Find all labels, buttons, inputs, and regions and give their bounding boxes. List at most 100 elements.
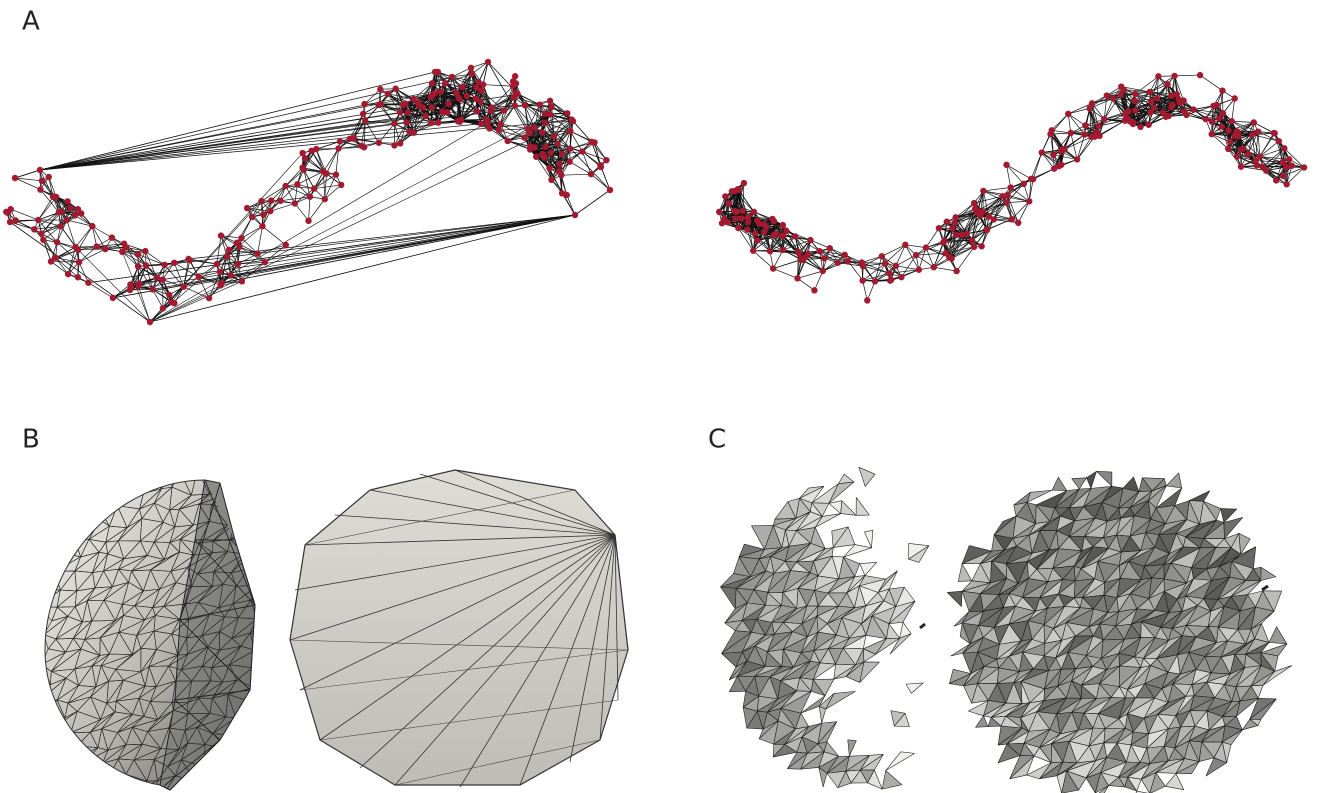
mesh-face xyxy=(241,480,255,494)
edge xyxy=(230,214,576,276)
mesh-face xyxy=(1165,472,1183,489)
mesh-edge xyxy=(179,482,221,621)
node xyxy=(267,207,274,215)
node xyxy=(1082,122,1089,129)
edge xyxy=(315,149,324,172)
node xyxy=(243,204,251,212)
mesh-face xyxy=(45,534,61,552)
node xyxy=(306,193,314,200)
node xyxy=(149,286,156,293)
node xyxy=(834,259,842,266)
node xyxy=(915,266,923,273)
node xyxy=(539,150,546,158)
edge xyxy=(507,140,531,150)
edge xyxy=(56,242,80,263)
mesh-face xyxy=(843,556,860,577)
edge xyxy=(1140,116,1167,128)
edge xyxy=(1068,103,1093,115)
node xyxy=(72,243,79,251)
node xyxy=(30,226,38,233)
edge xyxy=(1259,132,1275,157)
edge xyxy=(1218,118,1231,143)
edge xyxy=(1284,148,1305,168)
edge xyxy=(1251,134,1256,161)
edge xyxy=(413,107,424,133)
edge xyxy=(308,198,326,222)
edge xyxy=(78,248,106,263)
edge xyxy=(173,262,184,287)
edge xyxy=(1120,94,1126,115)
node xyxy=(1088,100,1096,107)
node xyxy=(1239,145,1247,153)
node xyxy=(556,161,563,168)
mesh-face xyxy=(905,682,924,694)
mesh-face xyxy=(228,760,245,783)
mesh-face xyxy=(58,759,76,780)
node xyxy=(999,192,1006,200)
node xyxy=(71,212,79,219)
mesh-face xyxy=(45,480,56,490)
mesh-face xyxy=(231,732,251,751)
mesh-face xyxy=(123,480,144,494)
edge xyxy=(1162,110,1185,113)
edge xyxy=(983,190,990,217)
edge xyxy=(323,148,339,172)
mesh-face xyxy=(75,759,87,779)
edge xyxy=(380,88,404,106)
edge xyxy=(1211,133,1229,150)
edge xyxy=(983,187,1011,192)
edge xyxy=(189,259,217,265)
edge xyxy=(1218,90,1223,119)
edge xyxy=(544,122,571,132)
mesh-face xyxy=(840,500,857,516)
edge xyxy=(1091,103,1105,120)
edge xyxy=(949,234,963,258)
node xyxy=(1253,162,1261,169)
edge xyxy=(884,263,902,278)
node xyxy=(949,225,956,232)
mesh-face xyxy=(45,749,64,765)
edge xyxy=(1218,118,1237,132)
edge xyxy=(1091,94,1121,104)
edge xyxy=(162,279,175,304)
node xyxy=(455,94,462,102)
edge xyxy=(945,228,953,254)
edge xyxy=(1149,75,1175,93)
node xyxy=(435,119,442,126)
mesh-face xyxy=(92,779,109,790)
node xyxy=(428,80,436,87)
node xyxy=(887,276,895,284)
panel-b xyxy=(44,469,629,791)
edge xyxy=(52,196,68,221)
edge xyxy=(137,254,165,266)
edge xyxy=(549,143,558,169)
edge xyxy=(594,142,601,166)
node xyxy=(970,199,978,207)
edge xyxy=(1252,134,1279,142)
mesh-face xyxy=(45,520,61,535)
edge xyxy=(409,107,424,132)
edge xyxy=(1237,136,1249,155)
mesh-edge xyxy=(454,469,616,536)
node xyxy=(1244,150,1252,158)
edge xyxy=(466,73,472,97)
mesh-edge xyxy=(319,699,619,741)
node xyxy=(841,251,848,259)
mesh-face xyxy=(248,505,255,524)
mesh-edge xyxy=(299,649,629,691)
mesh-face xyxy=(120,480,138,492)
edge xyxy=(88,214,576,284)
node xyxy=(362,117,369,125)
edge xyxy=(566,194,576,216)
edge xyxy=(1127,111,1141,128)
edge xyxy=(1050,132,1071,135)
edge xyxy=(14,177,42,182)
node xyxy=(1180,97,1187,104)
edge xyxy=(500,123,528,130)
edge xyxy=(949,228,953,258)
edge xyxy=(294,184,298,204)
edge xyxy=(1231,120,1259,132)
mesh-face xyxy=(812,678,835,696)
node xyxy=(1228,117,1235,125)
edge xyxy=(993,202,1007,220)
